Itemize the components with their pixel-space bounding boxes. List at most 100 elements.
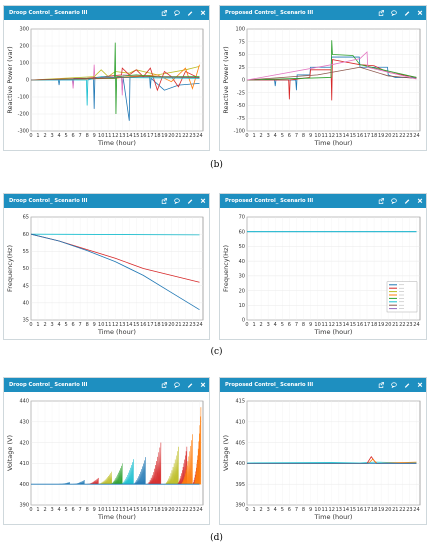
close-icon[interactable] — [416, 10, 423, 17]
chart-panel-c-right: Proposed Control_ Scenario III 0 10 20 30 40… — [219, 193, 427, 340]
y-tick-label: 395 — [235, 482, 245, 488]
x-tick-label: 8 — [86, 133, 89, 139]
y-tick-label: 70 — [239, 215, 245, 221]
y-tick-label: 50 — [239, 244, 245, 250]
close-icon[interactable] — [199, 198, 206, 205]
x-tick-label: 21 — [392, 507, 398, 513]
edit-icon[interactable] — [403, 198, 410, 205]
x-tick-label: 1 — [36, 322, 39, 328]
plot-area — [246, 400, 421, 506]
y-tick-label: 75 — [239, 39, 245, 45]
panel-title: Proposed Control_ Scenario III — [225, 382, 314, 388]
external-link-icon[interactable] — [377, 382, 384, 389]
y-tick-label: 0 — [242, 78, 245, 84]
x-tick-label: 14 — [343, 133, 349, 139]
comment-icon[interactable] — [390, 10, 397, 17]
x-tick-label: 17 — [147, 133, 153, 139]
external-link-icon[interactable] — [377, 198, 384, 205]
x-tick-label: 1 — [36, 507, 39, 513]
edit-icon[interactable] — [403, 10, 410, 17]
x-tick-label: 0 — [29, 322, 32, 328]
x-tick-label: 6 — [288, 133, 291, 139]
x-tick-label: 23 — [189, 133, 195, 139]
x-tick-label: 22 — [182, 322, 188, 328]
x-tick-label: 17 — [364, 133, 370, 139]
x-tick-label: 22 — [399, 322, 405, 328]
series-line — [247, 56, 417, 91]
edit-icon[interactable] — [186, 382, 193, 389]
comment-icon[interactable] — [390, 198, 397, 205]
x-tick-label: 2 — [260, 133, 263, 139]
x-tick-label: 5 — [65, 133, 68, 139]
oscillation-burst — [132, 457, 146, 485]
comment-icon[interactable] — [173, 10, 180, 17]
edit-icon[interactable] — [403, 382, 410, 389]
x-axis-label: Time (hour) — [314, 328, 353, 336]
edit-icon[interactable] — [186, 198, 193, 205]
x-tick-label: 22 — [399, 133, 405, 139]
x-tick-label: 4 — [274, 322, 277, 328]
x-tick-label: 9 — [309, 133, 312, 139]
y-tick-label: -25 — [237, 90, 245, 96]
y-axis-label: Voltage (V) — [222, 435, 230, 471]
y-tick-label: 415 — [235, 399, 245, 405]
x-tick-label: 4 — [57, 133, 60, 139]
external-link-icon[interactable] — [160, 198, 167, 205]
panel-header: Proposed Control_ Scenario III — [220, 194, 426, 208]
y-tick-label: 55 — [23, 249, 29, 255]
y-tick-label: -50 — [237, 103, 245, 109]
series-line — [247, 51, 417, 81]
panel-icons — [160, 378, 206, 392]
x-tick-label: 9 — [93, 133, 96, 139]
caption-c: (c) — [210, 347, 223, 357]
x-tick-label: 13 — [336, 133, 342, 139]
x-tick-label: 11 — [105, 322, 111, 328]
x-tick-label: 7 — [79, 322, 82, 328]
x-tick-label: 22 — [182, 133, 188, 139]
series-group — [247, 40, 417, 101]
comment-icon[interactable] — [173, 198, 180, 205]
x-tick-label: 20 — [385, 133, 391, 139]
y-axis-label: Reactive Power (var) — [222, 46, 230, 113]
x-tick-label: 11 — [321, 322, 327, 328]
series-line — [247, 66, 417, 81]
y-tick-label: 60 — [23, 232, 29, 238]
x-tick-label: 1 — [252, 322, 255, 328]
chart-area: -300 -200 -100 0 100 200 300 0 1 2 3 4 5 6 7 8 9 10 11 12 13… — [4, 20, 209, 150]
x-tick-label: 15 — [133, 507, 139, 513]
close-icon[interactable] — [199, 10, 206, 17]
close-icon[interactable] — [416, 382, 423, 389]
x-tick-label: 12 — [329, 322, 335, 328]
y-tick-label: 40 — [239, 259, 245, 265]
y-tick-label: 410 — [235, 420, 245, 426]
x-tick-label: 14 — [126, 322, 132, 328]
x-tick-label: 16 — [357, 133, 363, 139]
panel-icons — [377, 194, 423, 208]
external-link-icon[interactable] — [160, 382, 167, 389]
oscillation-burst — [110, 463, 123, 485]
chart-panel-b-left: Droop Control_ Scenario III -300 -200 -100… — [3, 5, 210, 151]
close-icon[interactable] — [199, 382, 206, 389]
comment-icon[interactable] — [390, 382, 397, 389]
x-tick-label: 14 — [126, 133, 132, 139]
y-tick-label: 10 — [239, 303, 245, 309]
panel-title: Droop Control_ Scenario III — [9, 198, 88, 204]
close-icon[interactable] — [416, 198, 423, 205]
x-tick-label: 15 — [133, 322, 139, 328]
x-tick-label: 0 — [245, 507, 248, 513]
comment-icon[interactable] — [173, 382, 180, 389]
series-group — [247, 456, 417, 464]
x-tick-label: 24 — [413, 507, 419, 513]
x-tick-label: 21 — [175, 507, 181, 513]
x-tick-label: 5 — [65, 322, 68, 328]
x-tick-label: 11 — [105, 507, 111, 513]
series-line — [31, 233, 200, 236]
y-tick-label: 60 — [239, 229, 245, 235]
x-tick-label: 10 — [98, 322, 104, 328]
external-link-icon[interactable] — [160, 10, 167, 17]
external-link-icon[interactable] — [377, 10, 384, 17]
chart-area: 390 400 410 420 430 440 0 1 2 3 4 5 6 7 8 9 10 11 12 13 14 15… — [4, 392, 209, 524]
x-tick-label: 24 — [196, 507, 202, 513]
edit-icon[interactable] — [186, 10, 193, 17]
